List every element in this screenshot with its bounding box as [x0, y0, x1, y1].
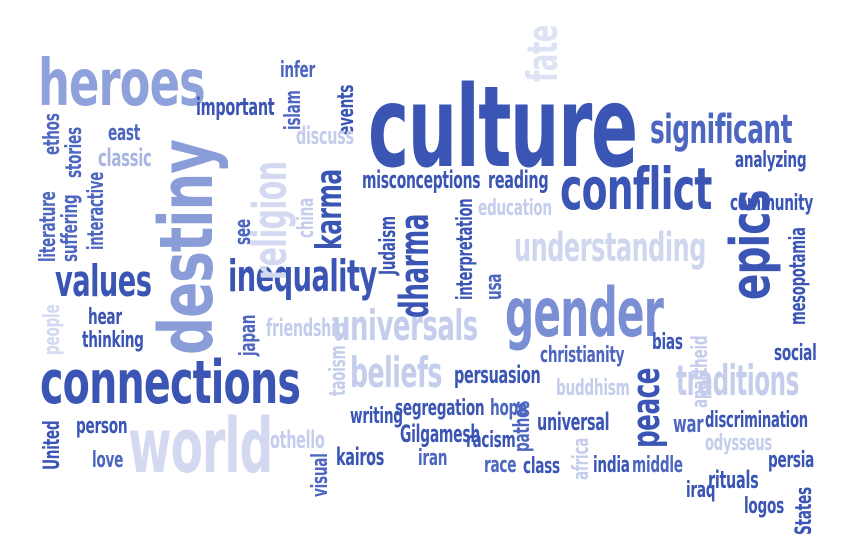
word-othello: othello — [270, 426, 325, 454]
word-traditions: traditions — [676, 356, 799, 405]
word-universals: universals — [332, 301, 478, 350]
word-classic: classic — [98, 144, 152, 172]
word-values: values — [55, 256, 152, 307]
word-mesopotamia: mesopotamia — [786, 227, 811, 325]
word-usa: usa — [482, 273, 507, 300]
word-conflict: conflict — [560, 155, 712, 223]
word-gender: gender — [505, 274, 664, 353]
word-odysseus: odysseus — [705, 431, 772, 456]
word-united: United — [40, 420, 65, 470]
word-world: world — [128, 401, 273, 490]
word-destiny: destiny — [144, 140, 230, 355]
word-ethos: ethos — [40, 113, 65, 155]
word-racism: racism — [466, 428, 516, 453]
word-understanding: understanding — [514, 225, 706, 271]
word-education: education — [478, 196, 552, 221]
word-apartheid: apartheid — [688, 335, 713, 408]
word-kairos: kairos — [336, 443, 385, 471]
word-persia: persia — [768, 448, 815, 473]
word-gilgamesh: Gilgamesh — [400, 420, 480, 448]
word-hear: hear — [88, 305, 122, 330]
word-peace: peace — [624, 367, 668, 448]
word-significant: significant — [650, 107, 792, 153]
word-heroes: heroes — [38, 47, 206, 121]
word-east: east — [108, 121, 141, 146]
word-discrimination: discrimination — [705, 408, 808, 433]
word-africa: africa — [569, 437, 594, 480]
word-important: important — [196, 93, 275, 121]
word-india: india — [593, 453, 630, 478]
word-iraq: iraq — [686, 478, 716, 503]
word-love: love — [92, 448, 124, 473]
word-thinking: thinking — [82, 328, 144, 353]
word-infer: infer — [280, 58, 315, 83]
word-persuasion: persuasion — [454, 361, 541, 389]
word-war: war — [673, 410, 704, 438]
word-suffering: suffering — [58, 194, 83, 262]
word-buddhism: buddhism — [556, 376, 630, 401]
word-japan: japan — [236, 314, 261, 356]
word-reading: reading — [488, 166, 549, 194]
word-literature: literature — [36, 191, 61, 262]
word-writing: writing — [350, 404, 403, 429]
word-logos: logos — [744, 494, 784, 519]
word-social: social — [774, 341, 817, 366]
word-states: States — [792, 487, 817, 535]
word-fate: fate — [518, 25, 567, 82]
word-bias: bias — [652, 330, 683, 355]
word-middle: middle — [632, 453, 683, 478]
word-see: see — [231, 219, 256, 245]
word-judaism: Judaism — [376, 216, 401, 275]
word-discuss: discuss — [296, 122, 354, 150]
word-interpretation: interpretation — [453, 198, 478, 300]
word-christianity: christianity — [540, 343, 625, 368]
word-iran: iran — [418, 446, 448, 471]
word-segregation: segregation — [395, 396, 485, 421]
word-visual: visual — [308, 453, 333, 497]
word-inequality: inequality — [228, 251, 377, 302]
word-china: china — [294, 197, 319, 238]
word-race: race — [484, 453, 517, 478]
word-hope: hope — [490, 396, 528, 421]
word-beliefs: beliefs — [350, 348, 442, 397]
word-community: community — [730, 191, 813, 216]
word-interactive: interactive — [84, 172, 109, 250]
word-person: person — [76, 414, 128, 439]
word-rituals: rituals — [708, 466, 759, 494]
word-culture: culture — [368, 63, 638, 193]
word-connections: connections — [40, 348, 301, 418]
word-friendship: friendship — [266, 314, 346, 342]
word-class: class — [523, 454, 560, 479]
word-analyzing: analyzing — [735, 148, 807, 173]
word-universal: universal — [537, 408, 610, 436]
word-pathos: pathos — [510, 400, 535, 452]
word-dharma: dharma — [392, 214, 438, 318]
word-taoism: taoism — [326, 345, 351, 396]
word-people: people — [40, 304, 65, 355]
word-stories: stories — [62, 127, 87, 178]
word-misconceptions: misconceptions — [362, 166, 481, 194]
